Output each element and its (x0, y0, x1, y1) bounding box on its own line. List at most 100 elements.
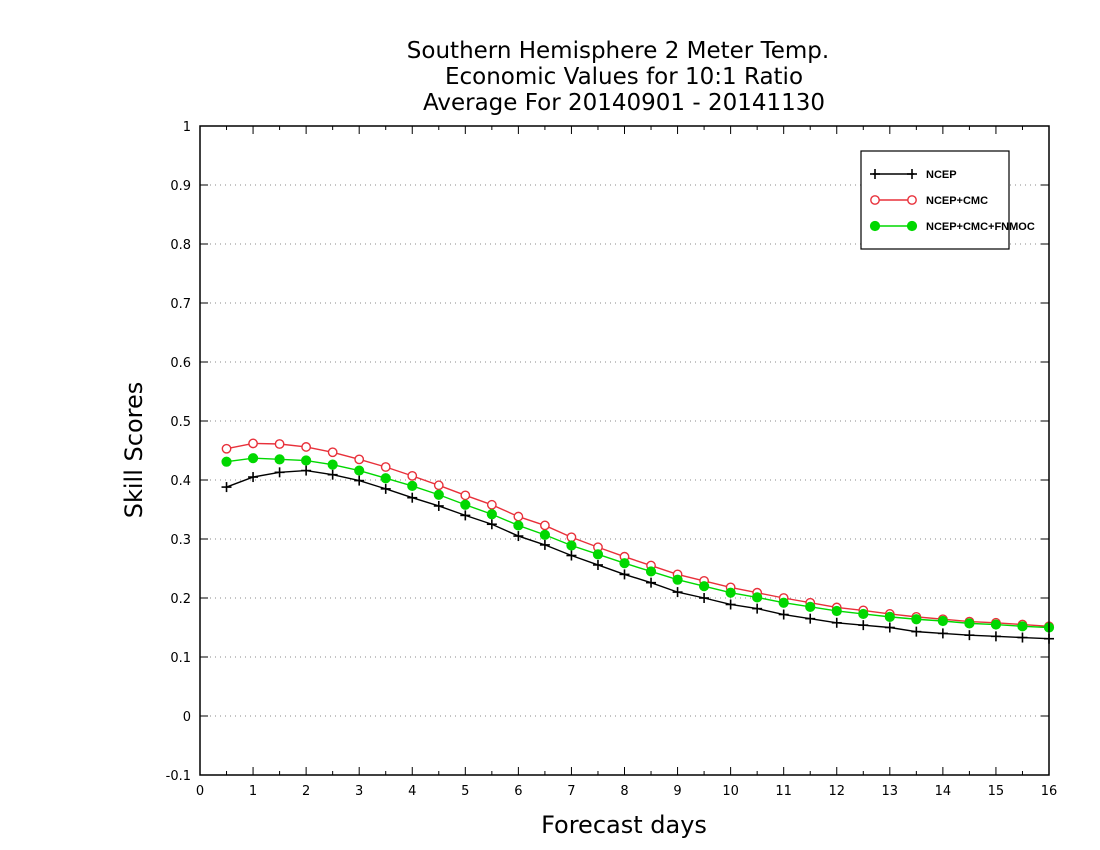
data-point (937, 628, 948, 639)
x-tick-label: 4 (408, 784, 416, 799)
data-point (911, 626, 922, 637)
legend-label: NCEP+CMC+FNMOC (926, 221, 1035, 233)
data-point (831, 605, 842, 617)
data-point (778, 597, 789, 608)
y-tick-label: -0.1 (166, 769, 191, 784)
data-point (672, 587, 683, 598)
y-tick-label: 0.9 (170, 179, 191, 194)
data-point (805, 601, 816, 612)
data-point (1017, 632, 1028, 643)
y-tick-label: 1 (183, 120, 191, 135)
data-point (354, 475, 365, 486)
legend-entry-1: NCEP+CMC (870, 195, 988, 207)
y-tick-label: 0.5 (170, 415, 191, 430)
data-point (513, 531, 524, 542)
x-tick-label: 14 (935, 784, 952, 799)
x-tick-label: 1 (249, 784, 257, 799)
data-point (645, 566, 657, 577)
legend-marker (906, 220, 918, 232)
chart-title: Southern Hemisphere 2 Meter Temp. Econom… (407, 38, 829, 116)
data-point (301, 442, 312, 452)
x-tick-label: 16 (1041, 784, 1058, 799)
data-point (539, 539, 550, 550)
y-axis-ticks: -0.1 0 0.1 0.2 0.3 0.4 0.5 0.6 0.7 0.8 0.9 1 (166, 120, 1049, 784)
legend-marker (907, 169, 917, 179)
data-point (301, 455, 312, 466)
series-line (226, 469, 1050, 640)
data-point (884, 622, 895, 633)
x-tick-label: 0 (196, 784, 204, 799)
data-point (725, 599, 736, 610)
data-point (248, 472, 259, 483)
y-tick-label: 0.1 (170, 651, 191, 666)
legend-marker (907, 195, 917, 205)
x-tick-label: 8 (620, 784, 628, 799)
data-point (274, 467, 285, 478)
legend-marker (870, 195, 880, 205)
data-point (274, 439, 285, 449)
legend-label: NCEP+CMC (926, 195, 988, 207)
data-point (858, 608, 869, 620)
y-tick-label: 0.2 (170, 592, 191, 607)
data-point (540, 520, 550, 531)
x-tick-label: 9 (673, 784, 681, 799)
data-point (486, 509, 497, 520)
data-point (248, 438, 258, 449)
data-point (486, 519, 497, 530)
data-point (566, 532, 577, 543)
data-point (460, 499, 471, 510)
legend-marker (869, 220, 881, 232)
data-point (247, 453, 259, 464)
data-point (752, 592, 763, 603)
x-tick-label: 11 (775, 784, 792, 799)
data-point (221, 456, 232, 467)
data-point (698, 581, 710, 592)
legend: NCEP NCEP+CMC NCEP+CMC+FNMOC (860, 150, 1035, 250)
legend-label: NCEP (926, 169, 957, 181)
data-point (964, 618, 975, 629)
data-point (354, 454, 365, 465)
series-line (226, 442, 1050, 628)
y-axis-label: Skill Scores (120, 382, 148, 519)
data-point (566, 540, 577, 551)
x-tick-label: 5 (461, 784, 469, 799)
data-point (433, 489, 444, 500)
series-2 (221, 453, 1055, 633)
data-point (990, 631, 1001, 642)
data-point (619, 558, 630, 569)
series-line (226, 457, 1050, 629)
data-point (990, 619, 1002, 630)
data-point (327, 469, 338, 480)
data-point (513, 520, 524, 531)
series-0 (221, 465, 1054, 644)
data-point (1017, 621, 1028, 632)
x-axis-label: Forecast days (541, 811, 707, 839)
y-tick-label: 0.7 (170, 297, 191, 312)
data-point (699, 593, 710, 603)
data-point (619, 569, 630, 580)
data-point (327, 447, 338, 458)
data-point (566, 550, 577, 561)
legend-entry-2: NCEP+CMC+FNMOC (869, 220, 1035, 233)
data-point (486, 499, 497, 510)
legend-entry-0: NCEP (870, 169, 957, 181)
data-point (778, 609, 789, 620)
data-point (407, 470, 418, 481)
data-point (407, 480, 418, 491)
data-point (433, 480, 444, 491)
data-point (380, 462, 391, 472)
chart-title-line-1: Southern Hemisphere 2 Meter Temp. (407, 38, 829, 64)
data-point (327, 459, 338, 470)
data-point (354, 465, 365, 476)
x-tick-label: 15 (988, 784, 1005, 799)
data-point (725, 587, 736, 598)
data-point (858, 620, 869, 631)
data-point (380, 473, 391, 484)
x-tick-label: 6 (514, 784, 522, 799)
chart-title-line-3: Average For 20140901 - 20141130 (423, 90, 825, 116)
data-point (672, 574, 683, 585)
data-point (592, 549, 604, 560)
data-point (592, 559, 603, 570)
x-tick-label: 10 (722, 784, 739, 799)
